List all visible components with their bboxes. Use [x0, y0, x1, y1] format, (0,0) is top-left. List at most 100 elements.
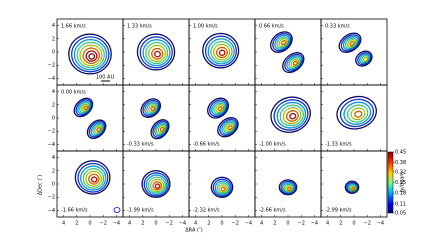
- contour-outline: [225, 123, 234, 132]
- contour-outline: [88, 120, 106, 138]
- contour-outline: [207, 38, 235, 65]
- colorbar-tick-label: 0.45: [395, 150, 406, 156]
- contour: [213, 44, 230, 60]
- contour-outline: [71, 36, 110, 73]
- y-tick-label: 4: [52, 89, 55, 95]
- contour: [280, 181, 296, 195]
- contour-outline: [344, 180, 360, 194]
- contour: [150, 106, 155, 111]
- contour-outline: [210, 176, 234, 198]
- contour-outline: [216, 46, 228, 59]
- panel: [336, 95, 377, 130]
- contour: [211, 101, 227, 116]
- panel: [344, 180, 360, 194]
- contour-outline: [204, 35, 237, 67]
- contour-outline: [152, 181, 162, 191]
- velocity-label: 0.33 km/s: [325, 24, 350, 30]
- contour: [347, 104, 368, 123]
- contour: [88, 173, 100, 185]
- contour-outline: [283, 183, 294, 193]
- contour-outline: [282, 182, 295, 194]
- colorbar-tick-label: 0.05: [395, 211, 406, 217]
- contour-outline: [213, 102, 226, 115]
- contour: [221, 120, 236, 135]
- contour: [218, 184, 228, 193]
- x-tick-label: 4: [260, 221, 263, 227]
- contour-outline: [286, 110, 299, 122]
- contour-outline: [212, 178, 232, 197]
- contour: [354, 110, 363, 118]
- contour: [283, 107, 301, 124]
- contour-outline: [75, 99, 93, 116]
- x-tick-label: −4: [311, 221, 318, 227]
- contour: [285, 185, 293, 192]
- contour: [281, 40, 286, 45]
- contour: [223, 122, 235, 133]
- panel: [68, 33, 112, 75]
- contour-outline: [361, 55, 370, 63]
- contour: [156, 124, 167, 135]
- contour-outline: [359, 53, 371, 65]
- contour: [227, 125, 233, 130]
- contour-outline: [148, 104, 157, 113]
- x-tick-label: 0: [352, 221, 355, 227]
- x-tick-label: −4: [245, 221, 252, 227]
- contour: [90, 122, 105, 136]
- contour-outline: [211, 101, 227, 116]
- x-tick-label: 4: [194, 221, 197, 227]
- contour-outline: [77, 162, 109, 193]
- contour-outline: [220, 186, 226, 192]
- y-tick-label: −4: [48, 142, 55, 148]
- contour-outline: [276, 36, 289, 49]
- contour-outline: [73, 39, 108, 71]
- colorbar-label: Jy/beam: [400, 172, 406, 193]
- scale-bar-label: 100 AU: [96, 75, 115, 81]
- contour-outline: [217, 117, 239, 138]
- contour: [85, 50, 98, 62]
- y-tick-label: 4: [52, 155, 55, 161]
- contour: [160, 127, 165, 132]
- y-tick-label: −2: [48, 129, 55, 135]
- contour: [351, 187, 355, 191]
- contour-outline: [136, 33, 176, 71]
- contour: [219, 118, 238, 136]
- velocity-label: -0.33 km/s: [127, 142, 154, 148]
- contour-outline: [214, 180, 231, 196]
- contour-outline: [354, 110, 363, 118]
- contour: [146, 174, 167, 195]
- y-axis-label: ΔDec (″): [38, 175, 44, 196]
- contour-outline: [145, 174, 168, 195]
- contour: [92, 124, 103, 135]
- contour: [152, 181, 162, 191]
- contour-outline: [285, 185, 293, 192]
- contour: [209, 99, 228, 117]
- contour-outline: [79, 102, 90, 113]
- x-tick-label: −2: [298, 221, 305, 227]
- contour-outline: [154, 122, 168, 137]
- contour-outline: [209, 99, 228, 118]
- colorbar-tick-label: 0.38: [395, 160, 406, 166]
- contour-outline: [80, 165, 107, 191]
- contour: [273, 99, 309, 131]
- velocity-label: -1.66 km/s: [61, 208, 88, 214]
- contour: [85, 171, 102, 187]
- panel: [270, 31, 305, 74]
- x-tick-label: 0: [220, 221, 223, 227]
- contour: [347, 39, 356, 48]
- beam: [113, 207, 121, 213]
- contour-outline: [227, 125, 233, 131]
- contour: [80, 165, 106, 191]
- contour-outline: [345, 37, 358, 49]
- contour: [274, 35, 290, 50]
- contour-outline: [90, 176, 98, 183]
- contour: [205, 35, 237, 67]
- contour: [215, 104, 224, 113]
- contour: [286, 55, 302, 70]
- x-tick-label: 4: [128, 221, 131, 227]
- contour: [88, 53, 95, 60]
- panel: [73, 97, 107, 140]
- contour-outline: [210, 41, 233, 63]
- contour: [217, 106, 223, 111]
- contour: [139, 36, 173, 69]
- velocity-label: 0.66 km/s: [259, 24, 284, 30]
